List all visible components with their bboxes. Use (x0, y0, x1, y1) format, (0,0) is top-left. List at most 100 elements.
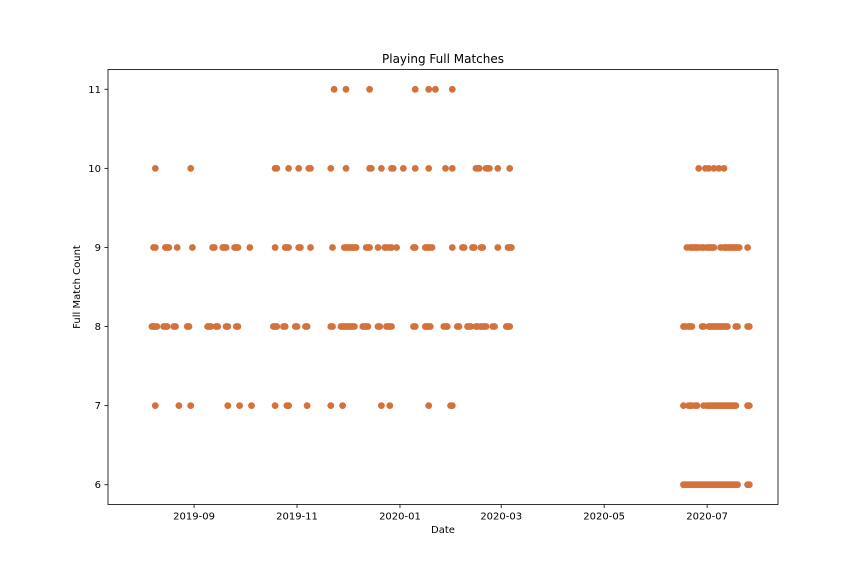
data-point (705, 165, 713, 172)
y-axis-ticks: 6 7 8 9 10 11 (88, 85, 108, 491)
data-point (285, 244, 292, 251)
data-point (388, 244, 395, 251)
data-point (411, 85, 419, 93)
y-tick-label: 9 (95, 243, 101, 254)
data-point (399, 165, 407, 172)
data-point (494, 165, 502, 172)
data-point (374, 244, 382, 251)
data-point (448, 402, 456, 409)
data-point (470, 244, 478, 251)
data-point (508, 244, 515, 251)
data-point (173, 244, 181, 251)
data-point (163, 323, 171, 330)
data-point (185, 323, 193, 330)
data-point (695, 165, 703, 172)
data-point (479, 244, 487, 251)
data-point (460, 244, 468, 251)
data-point (448, 85, 456, 93)
data-point (366, 244, 373, 251)
data-point (364, 323, 372, 330)
data-point (734, 323, 741, 330)
data-point (443, 323, 451, 330)
data-point (367, 165, 375, 172)
data-point (285, 402, 292, 409)
data-point (724, 323, 731, 330)
data-point (207, 323, 215, 330)
data-point (506, 165, 514, 172)
data-point (151, 165, 159, 172)
data-point (693, 402, 701, 409)
data-point (165, 244, 173, 251)
data-point (224, 402, 232, 409)
y-tick-label: 8 (95, 322, 101, 333)
data-point (393, 244, 400, 251)
data-point (327, 402, 335, 409)
data-point (271, 402, 279, 409)
data-point (442, 165, 449, 172)
data-point (732, 402, 740, 409)
y-tick-label: 10 (88, 164, 101, 175)
data-point (366, 85, 373, 93)
data-point (720, 165, 728, 172)
data-point (494, 244, 502, 251)
data-point (506, 323, 514, 330)
data-point (297, 244, 304, 251)
data-point (735, 244, 743, 251)
y-tick-label: 7 (95, 401, 101, 412)
data-point (378, 402, 385, 409)
plot-frame (107, 69, 779, 505)
data-point (680, 402, 687, 409)
data-point (234, 323, 242, 330)
data-point (210, 244, 218, 251)
data-point (339, 402, 346, 409)
data-point (710, 165, 718, 172)
data-point (467, 323, 475, 330)
data-point (342, 85, 350, 93)
data-point (448, 244, 456, 251)
data-point (329, 244, 336, 251)
data-point (248, 402, 255, 409)
x-axis-ticks: 2019-09 2019-11 2020-01 2020-03 2020-05 2020-… (173, 504, 728, 523)
data-point (425, 402, 433, 409)
data-point (411, 244, 419, 251)
data-point (189, 244, 196, 251)
data-point (151, 402, 159, 409)
data-point (273, 323, 281, 330)
data-point (411, 323, 419, 330)
data-point (388, 323, 395, 330)
data-point (378, 165, 385, 172)
data-point (187, 402, 195, 409)
data-point (448, 165, 456, 172)
data-point (425, 85, 433, 93)
data-point (295, 165, 303, 172)
x-axis-label: Date (431, 525, 455, 536)
scatter-points (148, 85, 753, 489)
data-point (351, 323, 358, 330)
data-point (745, 481, 753, 489)
data-point (153, 323, 161, 330)
data-point (330, 85, 338, 93)
data-point (303, 402, 311, 409)
x-tick-label: 2019-11 (276, 512, 318, 523)
data-point (281, 323, 289, 330)
data-point (715, 165, 723, 172)
y-tick-label: 6 (95, 480, 101, 491)
data-point (486, 165, 493, 172)
data-point (411, 165, 419, 172)
data-point (329, 323, 336, 330)
data-point (187, 165, 195, 172)
data-point (303, 323, 311, 330)
data-point (327, 165, 335, 172)
data-point (475, 165, 483, 172)
x-tick-label: 2020-07 (686, 512, 728, 523)
data-point (745, 402, 753, 409)
data-point (172, 323, 179, 330)
data-point (386, 402, 394, 409)
data-point (342, 165, 350, 172)
data-point (734, 481, 741, 489)
x-tick-label: 2019-09 (173, 512, 215, 523)
data-point (222, 244, 230, 251)
data-point (425, 165, 433, 172)
